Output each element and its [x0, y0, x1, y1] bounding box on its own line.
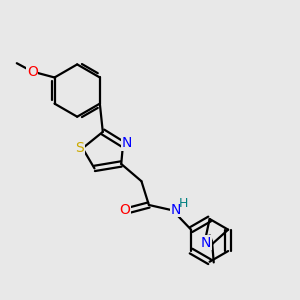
Text: O: O — [27, 64, 38, 79]
Text: N: N — [170, 203, 181, 217]
Text: N: N — [200, 236, 211, 250]
Text: O: O — [120, 203, 130, 217]
Text: N: N — [122, 136, 132, 150]
Text: S: S — [75, 141, 84, 155]
Text: H: H — [179, 197, 188, 210]
